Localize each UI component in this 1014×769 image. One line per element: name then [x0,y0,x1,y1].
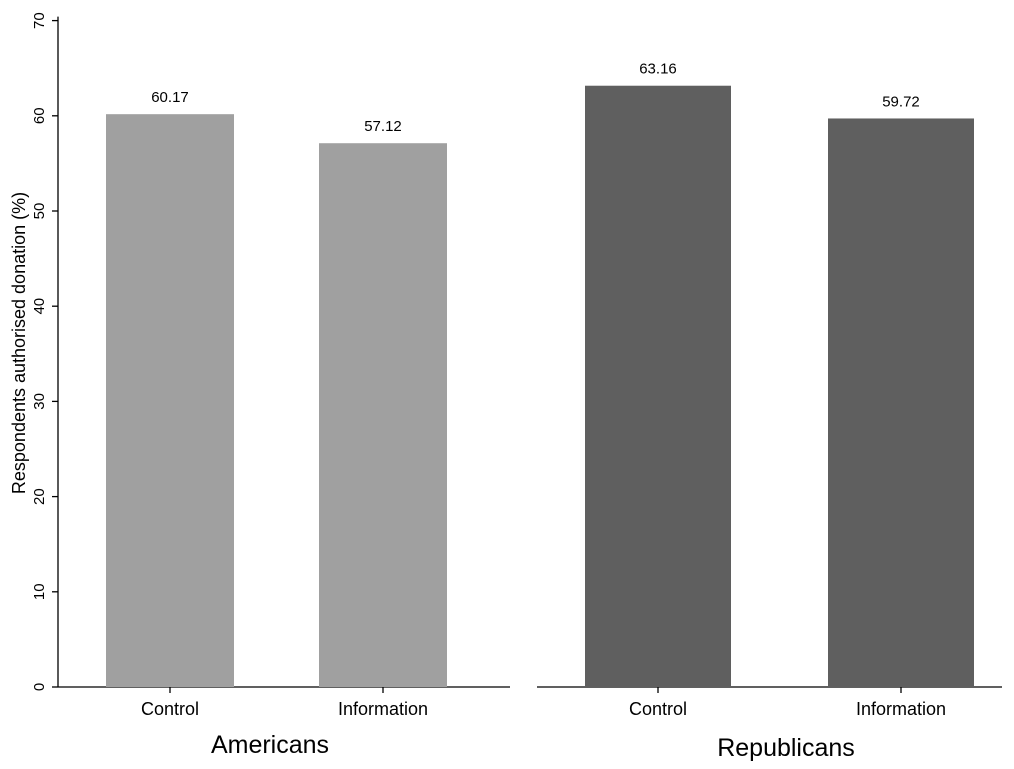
panels: 60.17 Control 57.12 Information Americans 63.… [58,61,1002,762]
panel-americans: 60.17 Control 57.12 Information Americans [58,89,510,759]
bar-republicans-information [828,118,974,688]
y-tick-label: 60 [31,107,48,124]
y-axis: 0 10 20 30 40 50 60 70 [31,12,59,691]
y-tick-label: 70 [31,12,48,29]
bar-americans-control [106,114,234,688]
y-tick-label: 50 [31,203,48,220]
panel-title: Americans [211,731,329,759]
bar-americans-information [319,143,447,688]
panel-title: Republicans [717,734,855,762]
x-tick-label: Control [629,699,687,719]
bar-value-label: 63.16 [639,61,677,78]
y-tick-label: 40 [31,298,48,315]
bar-republicans-control [585,85,731,687]
bar-value-label: 57.12 [364,118,402,135]
y-axis-label: Respondents authorised donation (%) [9,192,29,494]
x-tick-label: Control [141,699,199,719]
y-tick-label: 10 [31,583,48,600]
y-tick-label: 30 [31,393,48,410]
bar-value-label: 60.17 [151,89,189,106]
x-tick-label: Information [338,699,428,719]
y-tick-label: 0 [31,683,48,691]
x-tick-label: Information [856,699,946,719]
bar-value-label: 59.72 [882,93,920,110]
y-tick-label: 20 [31,488,48,505]
